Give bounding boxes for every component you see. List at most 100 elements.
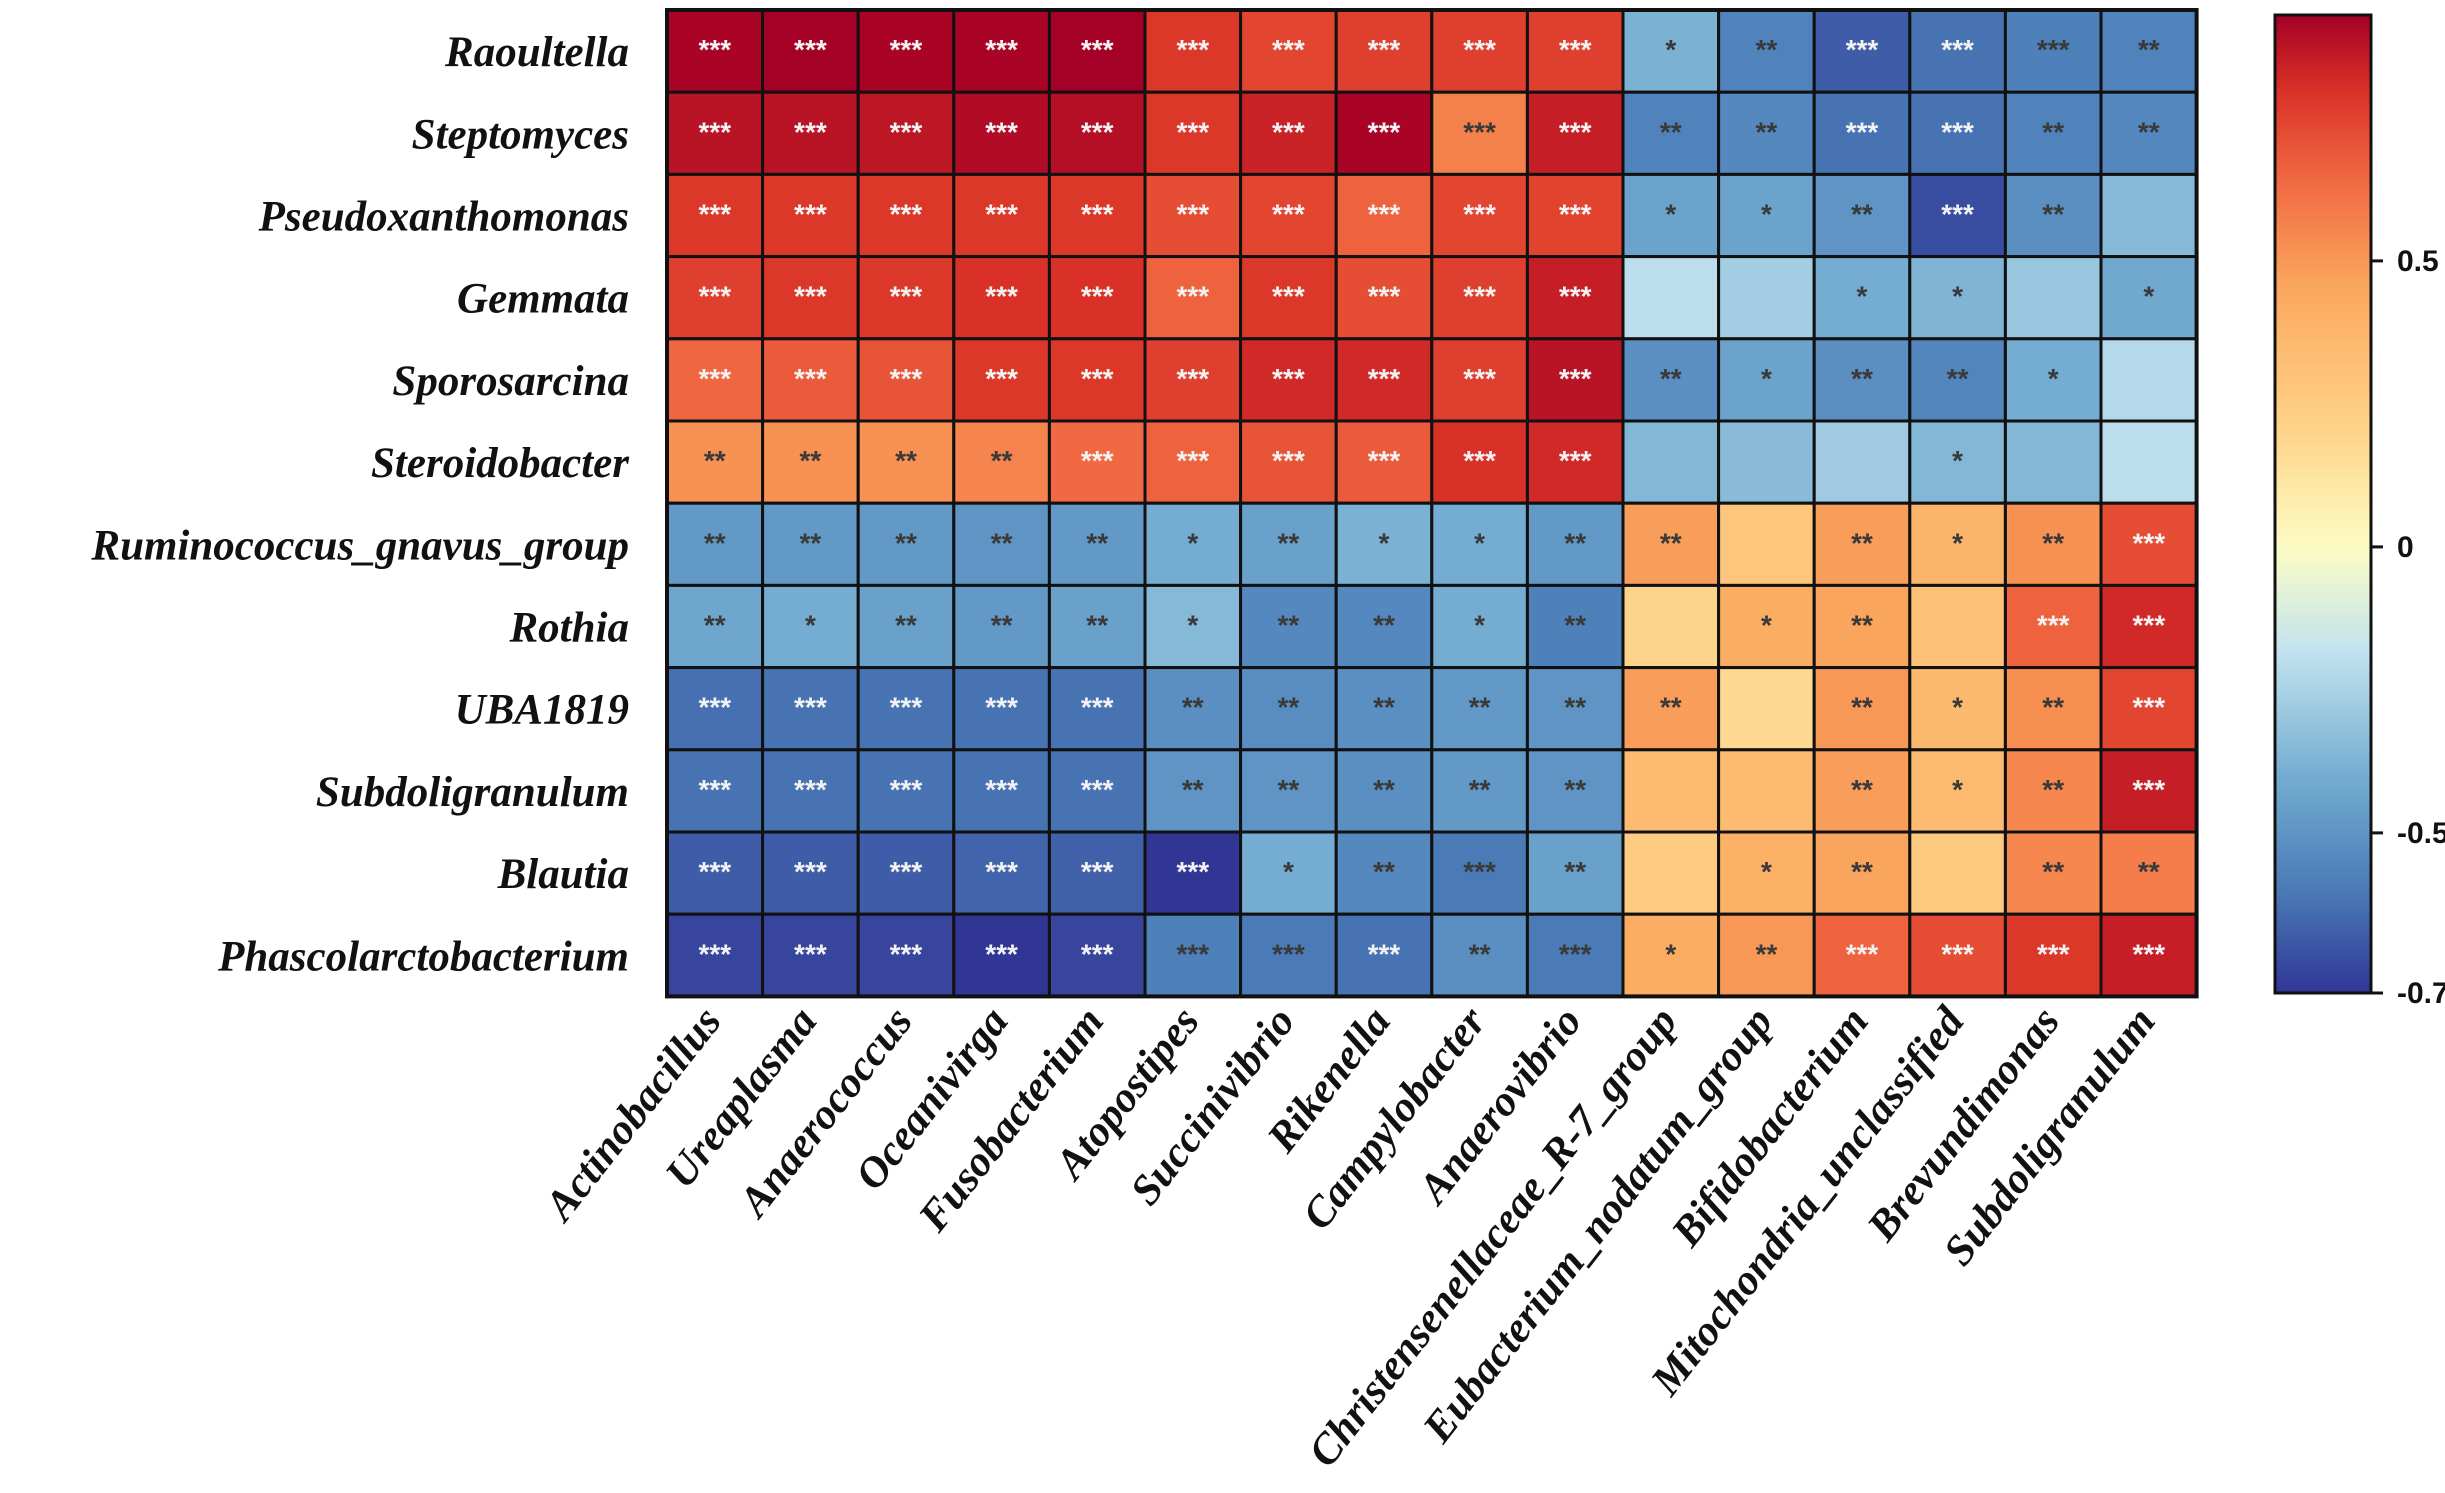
heatmap-cell [1143,666,1243,752]
heatmap-cell [2003,90,2103,176]
significance-marker: *** [890,199,923,230]
significance-marker: *** [2037,610,2070,641]
heatmap-cell [1430,255,1529,341]
heatmap-cell [665,830,765,916]
significance-marker: *** [1846,34,1879,65]
heatmap-cell [952,419,1051,505]
significance-marker: ** [1660,363,1682,394]
significance-marker: *** [698,856,731,887]
significance-marker: ** [1278,692,1300,723]
significance-marker: ** [1851,774,1873,805]
significance-marker: *** [890,281,923,312]
significance-marker: *** [1081,363,1114,394]
significance-marker: *** [1368,363,1401,394]
colorbar-tick-label: 0 [2397,531,2414,564]
significance-marker: *** [890,116,923,147]
significance-marker: * [1474,610,1485,641]
heatmap-cell [952,912,1051,998]
significance-marker: ** [1564,856,1586,887]
significance-marker: *** [2132,774,2165,805]
significance-marker: *** [794,34,827,65]
significance-marker: *** [2132,938,2165,969]
row-label: Raoultella [444,29,629,76]
heatmap-cell [1334,255,1434,341]
heatmap-cell [1812,172,1912,259]
heatmap-cell [761,912,860,998]
significance-marker: *** [1368,445,1401,476]
significance-marker: ** [991,445,1013,476]
significance-marker: *** [1941,938,1974,969]
significance-marker: * [1283,856,1294,887]
significance-marker: *** [985,363,1018,394]
colorbar-tick-label: -0.78 [2397,977,2445,1010]
significance-marker: *** [890,692,923,723]
significance-marker: *** [1081,856,1114,887]
significance-marker: *** [1272,34,1305,65]
significance-marker: ** [1947,363,1969,394]
significance-marker: *** [1176,34,1209,65]
heatmap-cell [1525,501,1625,587]
significance-marker: *** [1941,199,1974,230]
heatmap-cell [665,419,765,505]
significance-marker: *** [890,938,923,969]
heatmap-cell [856,419,956,505]
significance-marker: ** [2138,34,2160,65]
significance-marker: ** [895,610,917,641]
heatmap-cell [856,501,956,587]
heatmap-cell [952,337,1051,423]
significance-marker: *** [698,281,731,312]
row-labels: Raoultella Steptomyces Pseudoxanthomonas Ge… [90,29,630,980]
significance-marker: * [1952,445,1963,476]
significance-marker: *** [1368,938,1401,969]
significance-marker: *** [985,34,1018,65]
significance-marker: *** [698,938,731,969]
significance-marker: *** [698,199,731,230]
heatmap-cell [1047,666,1147,752]
significance-marker: *** [1272,938,1305,969]
heatmap-cell [1143,337,1243,423]
significance-marker: *** [1368,199,1401,230]
significance-marker: *** [1463,281,1496,312]
heatmap-cell [1621,748,1721,834]
significance-marker: ** [800,445,822,476]
heatmap-cell [1047,501,1147,587]
significance-marker: ** [1851,856,1873,887]
significance-marker: ** [2042,856,2064,887]
heatmap-cell [1525,172,1625,259]
significance-marker: ** [704,610,726,641]
significance-marker: *** [794,774,827,805]
significance-marker: ** [1660,692,1682,723]
heatmap-cell [1812,666,1912,752]
row-label: Blautia [497,851,629,898]
heatmap-cell [856,583,956,670]
significance-marker: *** [1559,34,1592,65]
significance-marker: ** [1469,692,1491,723]
colorbar: 0.5 0 -0.5 -0.78 [2273,13,2445,1010]
heatmap-cell [1908,501,2007,587]
significance-marker: * [1187,610,1198,641]
significance-marker: * [1952,774,1963,805]
significance-marker: * [1665,938,1676,969]
significance-marker: *** [794,281,827,312]
heatmap-cell [1430,501,1529,587]
significance-marker: *** [1176,363,1209,394]
significance-marker: ** [1756,116,1778,147]
significance-marker: *** [1941,116,1974,147]
significance-marker: * [1187,527,1198,558]
heatmap-cell [952,583,1051,670]
heatmap-cell [1430,337,1529,423]
heatmap-cell [2099,419,2199,505]
significance-marker: *** [1559,363,1592,394]
significance-marker: *** [1559,938,1592,969]
significance-marker: *** [794,363,827,394]
heatmap-cell [2099,583,2199,670]
significance-marker: *** [698,116,731,147]
significance-marker: *** [1272,116,1305,147]
significance-marker: * [1952,281,1963,312]
heatmap-cell [1621,830,1721,916]
significance-marker: *** [1559,445,1592,476]
heatmap-cell [1717,666,1816,752]
significance-marker: *** [985,199,1018,230]
significance-marker: * [805,610,816,641]
significance-marker: *** [2037,938,2070,969]
